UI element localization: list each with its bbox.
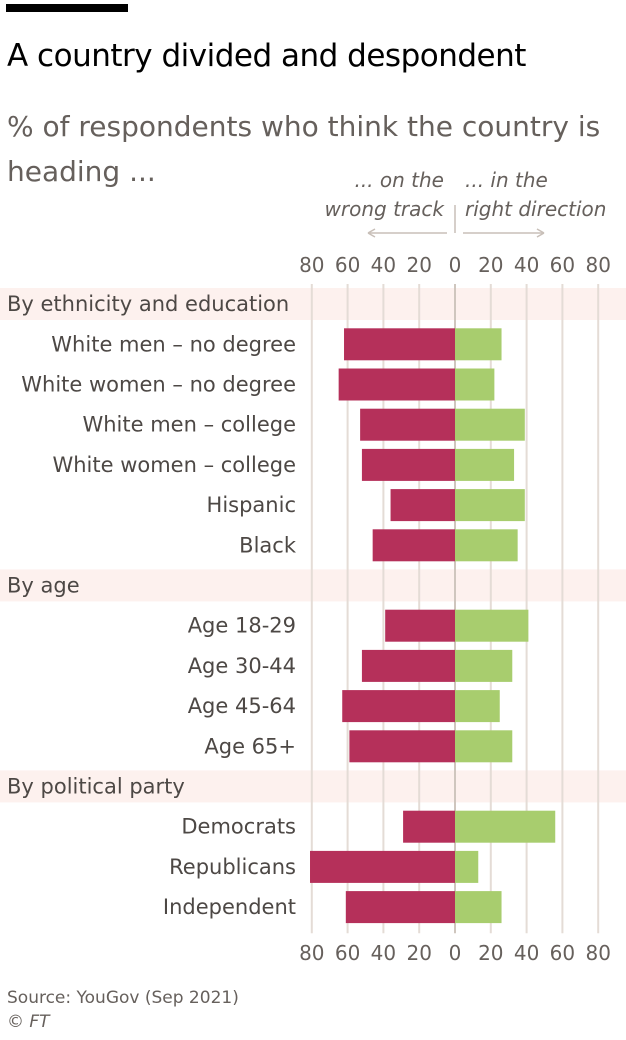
row-label: Republicans <box>169 855 296 879</box>
bottom-axis-tick-label: 60 <box>335 941 360 965</box>
bar-right-direction <box>455 649 513 682</box>
bottom-axis-tick-label: 80 <box>585 941 610 965</box>
wrong-track-annotation: ... on the wrong track <box>325 166 444 224</box>
bar-right-direction <box>455 810 556 843</box>
right-direction-arrow-head <box>536 228 545 238</box>
bar-right-direction <box>455 891 502 924</box>
bar-wrong-track <box>360 408 455 441</box>
group-band <box>0 569 626 602</box>
row-label: Age 45-64 <box>188 694 296 718</box>
group-header: By ethnicity and education <box>7 292 289 316</box>
brand-bar <box>6 4 128 12</box>
bar-right-direction <box>455 730 513 763</box>
row-label: White women – college <box>52 453 296 477</box>
right-direction-annotation-line1: ... in the <box>465 168 548 192</box>
group-header: By age <box>7 573 80 597</box>
chart-title: A country divided and despondent <box>7 38 526 74</box>
bottom-axis-tick-label: 40 <box>371 941 396 965</box>
group-band <box>0 770 626 803</box>
bar-wrong-track <box>361 649 455 682</box>
bar-wrong-track <box>361 448 455 481</box>
bar-wrong-track <box>390 489 455 522</box>
row-label: Democrats <box>181 815 296 839</box>
row-label: Independent <box>163 895 296 919</box>
bottom-axis-tick-label: 60 <box>550 941 575 965</box>
bar-wrong-track <box>344 328 455 361</box>
bar-wrong-track <box>310 850 455 883</box>
bottom-axis-tick-label: 20 <box>406 941 431 965</box>
top-axis-tick-label: 20 <box>406 253 431 277</box>
top-axis-tick-label: 40 <box>514 253 539 277</box>
chart-subtitle: % of respondents who think the country i… <box>7 110 601 188</box>
bar-wrong-track <box>349 730 455 763</box>
row-label: Age 65+ <box>204 734 296 758</box>
row-label: Black <box>239 533 297 557</box>
row-label: White men – college <box>82 413 296 437</box>
wrong-track-annotation-line1: ... on the <box>354 168 444 192</box>
bar-right-direction <box>455 368 495 401</box>
bar-right-direction <box>455 850 479 883</box>
top-axis-tick-label: 80 <box>299 253 324 277</box>
group-header: By political party <box>7 774 185 798</box>
bar-right-direction <box>455 328 502 361</box>
bar-right-direction <box>455 408 525 441</box>
wrong-track-arrow-head <box>367 228 376 238</box>
top-axis-tick-label: 0 <box>449 253 462 277</box>
row-label: Age 30-44 <box>188 654 296 678</box>
copyright-text: © FT <box>7 1012 50 1032</box>
bar-right-direction <box>455 690 500 723</box>
group-band <box>0 288 626 320</box>
bottom-axis-tick-label: 20 <box>478 941 503 965</box>
bar-right-direction <box>455 489 525 522</box>
bar-right-direction <box>455 529 518 562</box>
right-direction-annotation-line2: right direction <box>465 197 607 221</box>
source-text: Source: YouGov (Sep 2021) <box>7 988 239 1008</box>
top-axis-tick-label: 20 <box>478 253 503 277</box>
top-axis-tick-label: 60 <box>335 253 360 277</box>
bottom-axis-tick-label: 40 <box>514 941 539 965</box>
bottom-axis-tick-label: 0 <box>449 941 462 965</box>
bar-wrong-track <box>372 529 455 562</box>
bar-right-direction <box>455 448 515 481</box>
source-note: Source: YouGov (Sep 2021) © FT <box>7 986 239 1034</box>
bar-wrong-track <box>385 609 455 642</box>
bottom-axis-tick-label: 80 <box>299 941 324 965</box>
bar-wrong-track <box>403 810 455 843</box>
top-axis-tick-label: 40 <box>371 253 396 277</box>
bar-wrong-track <box>342 690 455 723</box>
bar-wrong-track <box>345 891 455 924</box>
row-label: Age 18-29 <box>188 614 296 638</box>
row-label: White women – no degree <box>21 373 296 397</box>
top-axis-tick-label: 80 <box>585 253 610 277</box>
row-label: Hispanic <box>207 493 296 517</box>
bar-right-direction <box>455 609 529 642</box>
top-axis-tick-label: 60 <box>550 253 575 277</box>
row-label: White men – no degree <box>51 332 296 356</box>
wrong-track-annotation-line2: wrong track <box>324 197 444 221</box>
bar-wrong-track <box>338 368 455 401</box>
right-direction-annotation: ... in the right direction <box>465 166 606 224</box>
